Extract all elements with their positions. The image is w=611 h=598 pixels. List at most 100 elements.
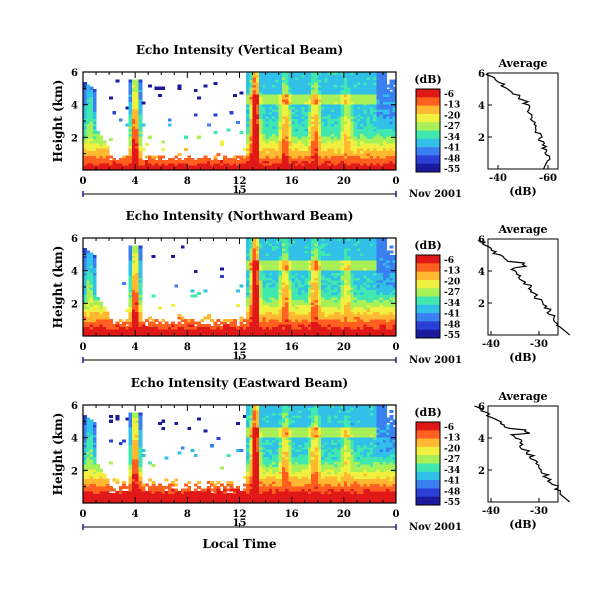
- heatmap-cell: [115, 321, 120, 325]
- heatmap-cell: [373, 284, 378, 288]
- heatmap-cell: [294, 296, 299, 300]
- heatmap-cell: [373, 118, 378, 122]
- heatmap-cell: [268, 242, 273, 246]
- heatmap-cell: [382, 116, 387, 120]
- heatmap-cell: [275, 72, 280, 76]
- heatmap-cell: [340, 296, 345, 300]
- heatmap-cell: [135, 98, 140, 102]
- heatmap-cell: [86, 291, 91, 295]
- heatmap-cell: [259, 152, 263, 156]
- heatmap-cell: [135, 328, 140, 332]
- heatmap-cell: [353, 269, 358, 273]
- heatmap-cell: [314, 309, 319, 313]
- heatmap-cell: [343, 113, 348, 117]
- heatmap-cell: [92, 167, 97, 171]
- heatmap-cell: [330, 74, 335, 78]
- heatmap-cell: [249, 260, 254, 264]
- heatmap-cell: [304, 165, 309, 169]
- heatmap-cell: [174, 165, 179, 169]
- heatmap-cell: [321, 262, 325, 266]
- heatmap-cell: [89, 306, 94, 310]
- heatmap-cell: [301, 143, 306, 147]
- heatmap-cell: [343, 294, 348, 298]
- heatmap-cell: [340, 160, 345, 164]
- heatmap-cell: [317, 262, 322, 266]
- heatmap-cell: [275, 272, 280, 276]
- heatmap-cell: [249, 130, 254, 134]
- heatmap-cell: [255, 155, 260, 159]
- heatmap-cell: [307, 299, 312, 303]
- heatmap-cell: [379, 255, 384, 259]
- heatmap-cell: [392, 267, 397, 271]
- heatmap-cell: [337, 269, 342, 273]
- heatmap-cell: [356, 143, 361, 147]
- heatmap-cell: [210, 331, 215, 335]
- heatmap-cell: [373, 135, 378, 139]
- heatmap-cell: [369, 123, 374, 127]
- heatmap-cell: [298, 130, 303, 134]
- panel-title: Echo Intensity (Vertical Beam): [136, 43, 343, 57]
- heatmap-cell: [102, 331, 107, 335]
- heatmap-cell: [265, 135, 270, 139]
- heatmap-cell: [255, 101, 260, 105]
- heatmap-cell: [392, 291, 397, 295]
- heatmap-cell: [353, 98, 358, 102]
- heatmap-cell: [330, 267, 335, 271]
- heatmap-cell: [86, 287, 91, 291]
- heatmap-cell: [278, 113, 283, 117]
- heatmap-cell: [382, 287, 387, 291]
- heatmap-cell: [386, 89, 391, 93]
- heatmap-cell: [304, 74, 309, 78]
- heatmap-cell: [259, 318, 263, 322]
- heatmap-cell: [206, 326, 211, 330]
- heatmap-cell: [203, 328, 208, 332]
- heatmap-cell: [301, 333, 306, 337]
- heatmap-cell: [281, 333, 286, 337]
- heatmap-cell: [317, 299, 322, 303]
- heatmap-cell: [301, 140, 306, 144]
- heatmap-cell: [105, 323, 110, 327]
- heatmap-cell: [376, 262, 381, 266]
- heatmap-cell: [347, 323, 351, 327]
- heatmap-cell: [360, 91, 364, 95]
- heatmap-cell: [171, 333, 175, 337]
- heatmap-cell: [321, 294, 325, 298]
- heatmap-cell: [307, 167, 312, 171]
- heatmap-cell: [291, 311, 296, 315]
- heatmap-cell: [334, 121, 338, 125]
- heatmap-cell: [343, 247, 348, 251]
- heatmap-cell: [392, 264, 397, 268]
- heatmap-cell: [200, 328, 205, 332]
- heatmap-cell: [89, 152, 94, 156]
- heatmap-cell: [324, 152, 329, 156]
- heatmap-cell: [343, 252, 348, 256]
- heatmap-cell: [366, 101, 371, 105]
- heatmap-cell: [288, 123, 293, 127]
- heatmap-cell: [236, 331, 241, 335]
- heatmap-cell: [307, 96, 312, 100]
- heatmap-cell: [314, 98, 319, 102]
- heatmap-cell: [317, 162, 322, 166]
- heatmap-cell: [307, 98, 312, 102]
- heatmap-cell: [86, 289, 91, 293]
- heatmap-cell: [265, 291, 270, 295]
- heatmap-cell: [232, 155, 237, 159]
- heatmap-cell: [135, 145, 140, 149]
- heatmap-cell: [321, 123, 325, 127]
- heatmap-cell: [294, 98, 299, 102]
- heatmap-cell: [99, 311, 104, 315]
- heatmap-cell: [125, 167, 130, 171]
- heatmap-cell: [301, 162, 306, 166]
- heatmap-cell: [386, 143, 391, 147]
- heatmap-cell: [356, 245, 361, 249]
- heatmap-cell: [337, 250, 342, 254]
- heatmap-cell: [259, 274, 263, 278]
- heatmap-cell: [96, 311, 100, 315]
- heatmap-cell: [128, 269, 133, 273]
- heatmap-cell: [389, 155, 394, 159]
- heatmap-cell: [321, 96, 325, 100]
- heatmap-cell: [249, 118, 254, 122]
- heatmap-cell: [301, 260, 306, 264]
- heatmap-cell: [363, 323, 368, 327]
- heatmap-cell: [259, 140, 263, 144]
